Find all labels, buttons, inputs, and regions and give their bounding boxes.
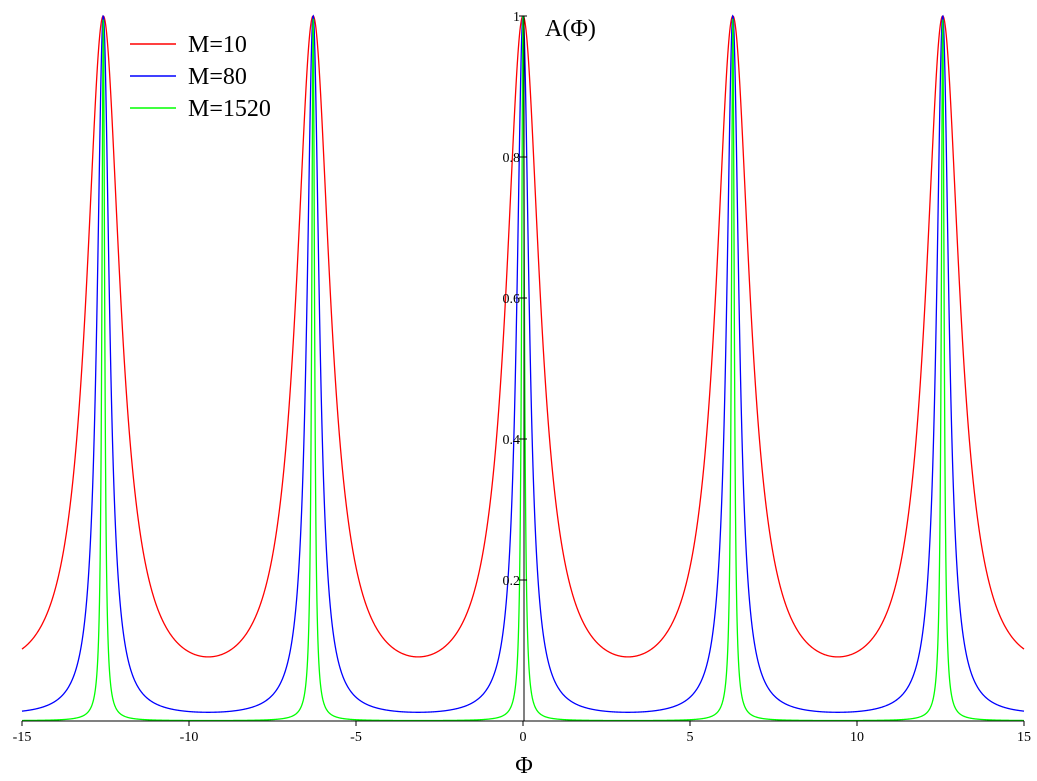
x-tick-label: 15 — [1017, 730, 1031, 745]
series-line-3 — [22, 15, 1024, 722]
y-tick-label: 0.6 — [503, 292, 521, 307]
legend-label: M=1520 — [188, 96, 271, 122]
x-tick-label: 0 — [520, 730, 527, 745]
plot-curves — [21, 14, 1025, 722]
y-ticks: 0.2 0.4 0.6 0.8 1 — [503, 10, 527, 589]
legend-label: M=80 — [188, 64, 247, 90]
x-axis-title: Φ — [515, 753, 533, 779]
legend: M=10 M=80 M=1520 — [130, 32, 271, 122]
y-tick-label: 0.8 — [503, 151, 521, 166]
y-axis-title: A(Φ) — [545, 16, 596, 42]
x-tick-label: -10 — [180, 730, 199, 745]
x-tick-label: -5 — [350, 730, 362, 745]
x-tick-label: -15 — [13, 730, 32, 745]
legend-label: M=10 — [188, 32, 247, 58]
x-ticks: -15 -10 -5 0 5 10 15 — [13, 721, 1031, 745]
y-tick-label: 0.4 — [503, 433, 521, 448]
x-tick-label: 10 — [850, 730, 864, 745]
x-tick-label: 5 — [687, 730, 694, 745]
axes — [22, 16, 1024, 722]
series-line-2 — [21, 14, 1025, 713]
series-line-1 — [21, 15, 1025, 658]
y-tick-label: 0.2 — [503, 574, 521, 589]
y-tick-label: 1 — [513, 10, 520, 25]
